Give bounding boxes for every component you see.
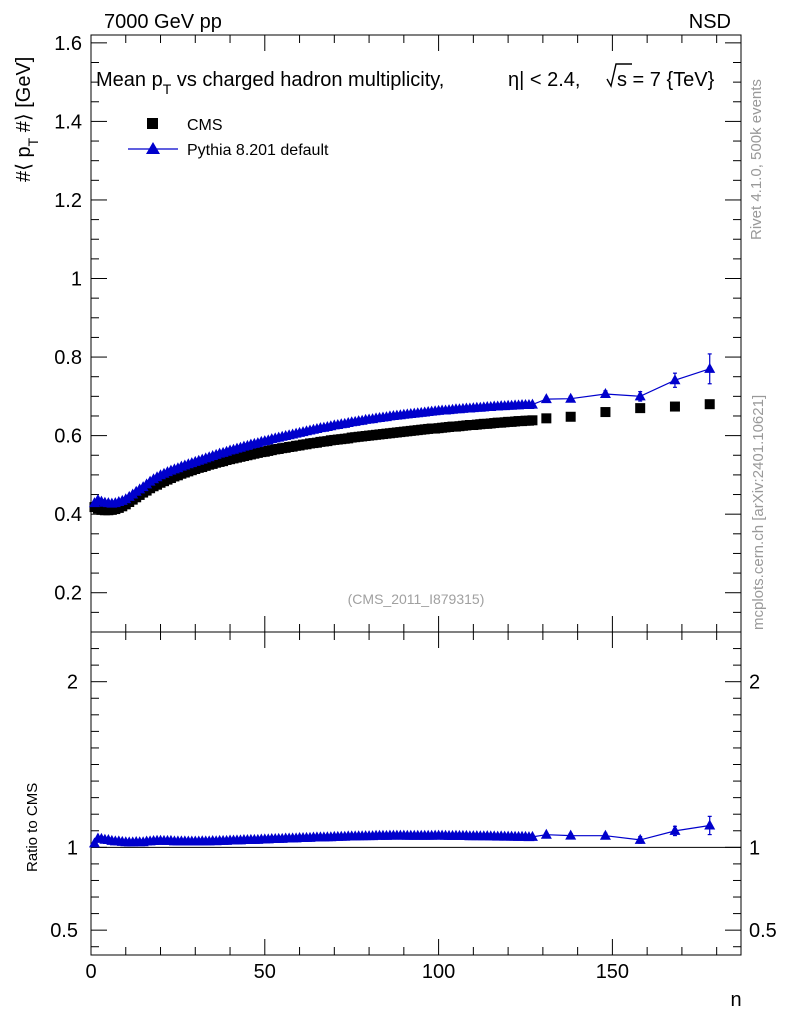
ratio-y-tick-label: 2 (67, 672, 78, 694)
pythia-point (669, 374, 681, 385)
ratio-series (88, 819, 716, 848)
ratio-point (526, 830, 538, 841)
y-tick-label: 1.4 (54, 111, 82, 133)
main-title: Mean pT vs charged hadron multiplicity, (96, 69, 444, 97)
cms-point (527, 415, 538, 426)
y-tick-label: 0.6 (54, 426, 82, 448)
ratio-point (669, 824, 681, 835)
pythia-point (634, 390, 646, 401)
pythia-point (540, 393, 552, 404)
ratio-y-tick-label-right: 2 (749, 672, 760, 694)
legend-pythia-label: Pythia 8.201 default (187, 142, 329, 159)
ratio-y-tick-labels: 0.5 0.5 1 1 2 2 (50, 672, 777, 942)
x-tick-label: 50 (254, 961, 276, 983)
ratio-point (634, 833, 646, 844)
rivet-label: Rivet 4.1.0, 500k events (748, 79, 765, 240)
x-tick-label: 0 (85, 961, 96, 983)
pythia-point (704, 362, 716, 373)
cms-point (600, 407, 611, 418)
pythia-point (599, 387, 611, 398)
main-plot-panel: 0.2 0.4 0.6 0.8 1 1.2 1.4 1.6 (CMS_2011_I879315… (13, 33, 742, 633)
x-tick-label: 100 (422, 961, 455, 983)
y-tick-label: 0.4 (54, 504, 82, 526)
ratio-plot-frame (90, 631, 742, 956)
header-right: NSD (689, 11, 731, 33)
main-y-tick-labels: 0.2 0.4 0.6 0.8 1 1.2 1.4 1.6 (54, 33, 82, 605)
legend-pythia-marker (146, 142, 160, 154)
main-y-axis-label: #⟨ pT #⟩ [GeV] (13, 57, 41, 182)
x-axis-label: n (730, 989, 741, 1011)
ratio-point (704, 819, 716, 830)
cms-point (635, 403, 646, 414)
ratio-point (540, 828, 552, 839)
pythia-point (565, 392, 577, 403)
ratio-y-tick-label: 0.5 (50, 920, 78, 942)
y-tick-label: 1.6 (54, 33, 82, 55)
x-tick-label: 150 (596, 961, 629, 983)
pythia-point (526, 398, 538, 409)
legend-cms-label: CMS (187, 117, 223, 134)
cms-point (704, 399, 715, 410)
ratio-plot-panel: 0.5 0.5 1 1 2 2 Ratio to CMS (24, 631, 777, 956)
pythia-series (88, 362, 716, 508)
main-title-eta: η| < 2.4, (508, 69, 580, 91)
x-tick-labels: 0 50 100 150 (85, 961, 629, 983)
y-tick-label: 0.8 (54, 347, 82, 369)
y-tick-label: 1.2 (54, 190, 82, 212)
legend: CMS Pythia 8.201 default (128, 117, 329, 159)
y-tick-label: 1 (71, 269, 82, 291)
ratio-point (599, 829, 611, 840)
cms-point (565, 411, 576, 422)
sqrt-icon (606, 63, 632, 88)
legend-cms-marker (147, 118, 158, 129)
main-title-energy: s = 7 {TeV} (617, 69, 715, 91)
ratio-axis-ticks (90, 632, 741, 955)
y-tick-label: 0.2 (54, 583, 82, 605)
ratio-y-axis-label: Ratio to CMS (24, 783, 41, 872)
ratio-y-tick-label-right: 1 (749, 837, 760, 859)
header-left: 7000 GeV pp (104, 11, 222, 33)
mcplots-label: mcplots.cern.ch [arXiv:2401.10621] (750, 395, 767, 630)
ratio-y-tick-label-right: 0.5 (749, 920, 777, 942)
ratio-point (565, 829, 577, 840)
main-axis-ticks (90, 35, 741, 633)
main-watermark: (CMS_2011_I879315) (348, 591, 485, 607)
ratio-y-tick-label: 1 (67, 837, 78, 859)
cms-point (669, 401, 680, 412)
cms-point (541, 413, 552, 424)
